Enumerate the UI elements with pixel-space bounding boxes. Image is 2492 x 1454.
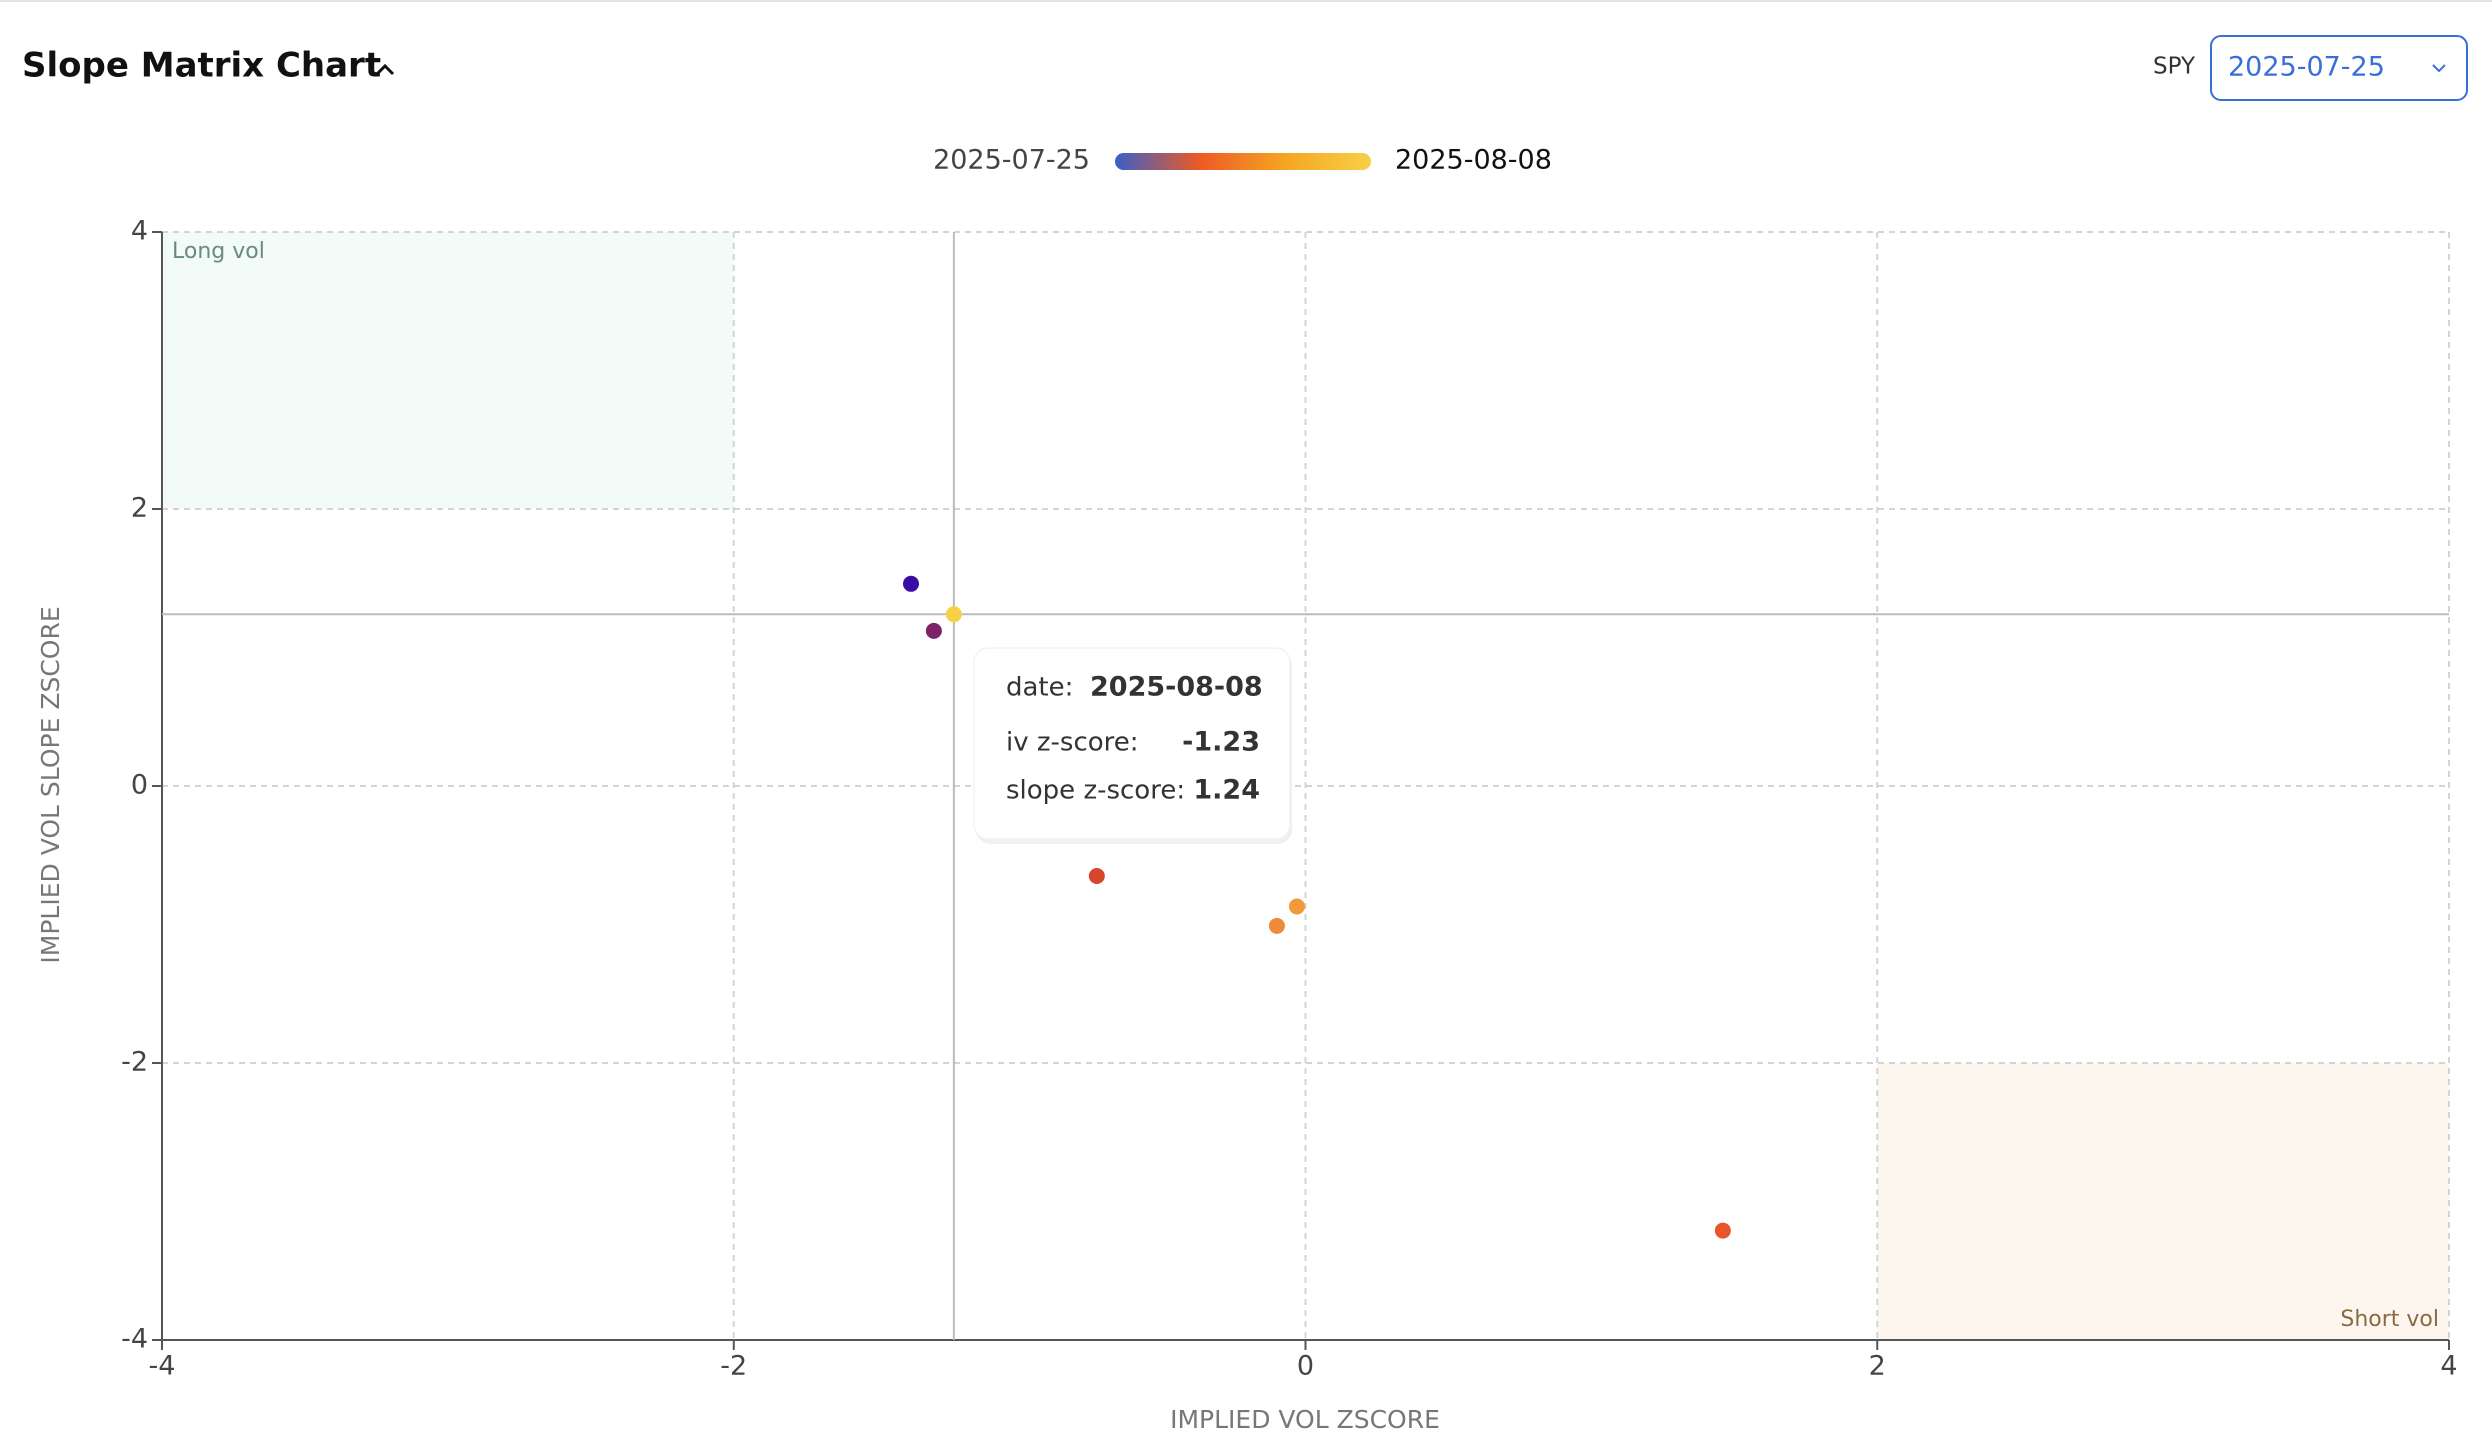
tooltip-value: -1.23: [1182, 727, 1260, 758]
tooltip-value: 1.24: [1193, 775, 1260, 806]
y-tick-label: -2: [121, 1047, 148, 1078]
y-tick-label: 4: [131, 216, 148, 247]
x-tick-label: -4: [149, 1351, 176, 1382]
x-tick-label: 0: [1297, 1351, 1314, 1382]
x-axis-label: IMPLIED VOL ZSCORE: [1170, 1405, 1440, 1434]
tooltip-key: iv z-score:: [1006, 728, 1139, 758]
y-tick-label: 0: [131, 770, 148, 801]
y-tick-label: -4: [121, 1324, 148, 1355]
tooltip: [973, 647, 1291, 840]
x-tick-label: 2: [1869, 1351, 1886, 1382]
point: [1288, 898, 1305, 915]
colorbar-end: 2025-08-08: [1395, 145, 1552, 176]
x-tick-label: -2: [720, 1351, 747, 1382]
y-axis-label: IMPLIED VOL SLOPE ZSCORE: [36, 606, 65, 963]
tooltip-value: 2025-08-08: [1090, 672, 1263, 703]
collapse-toggle[interactable]: [375, 63, 395, 76]
point: [925, 622, 942, 639]
chart-title: Slope Matrix Chart: [22, 46, 381, 86]
colorbar: [1115, 153, 1371, 170]
point: [902, 575, 919, 592]
point: [945, 606, 962, 623]
date-select-value: 2025-07-25: [2228, 52, 2385, 83]
point: [1268, 917, 1285, 934]
point: [1088, 868, 1105, 885]
tooltip-key: slope z-score:: [1006, 776, 1185, 806]
region: [1877, 1063, 2449, 1340]
point: [1714, 1222, 1731, 1239]
region-label: Short vol: [2340, 1307, 2439, 1332]
ticker-label: SPY: [2153, 54, 2196, 80]
y-tick-label: 2: [131, 493, 148, 524]
region: [162, 232, 734, 509]
colorbar-start: 2025-07-25: [933, 145, 1090, 176]
date-select[interactable]: [2210, 35, 2468, 101]
tooltip-key: date:: [1006, 673, 1073, 703]
select-chevron: [2432, 64, 2446, 73]
region-label: Long vol: [172, 239, 265, 264]
x-tick-label: 4: [2440, 1351, 2457, 1382]
